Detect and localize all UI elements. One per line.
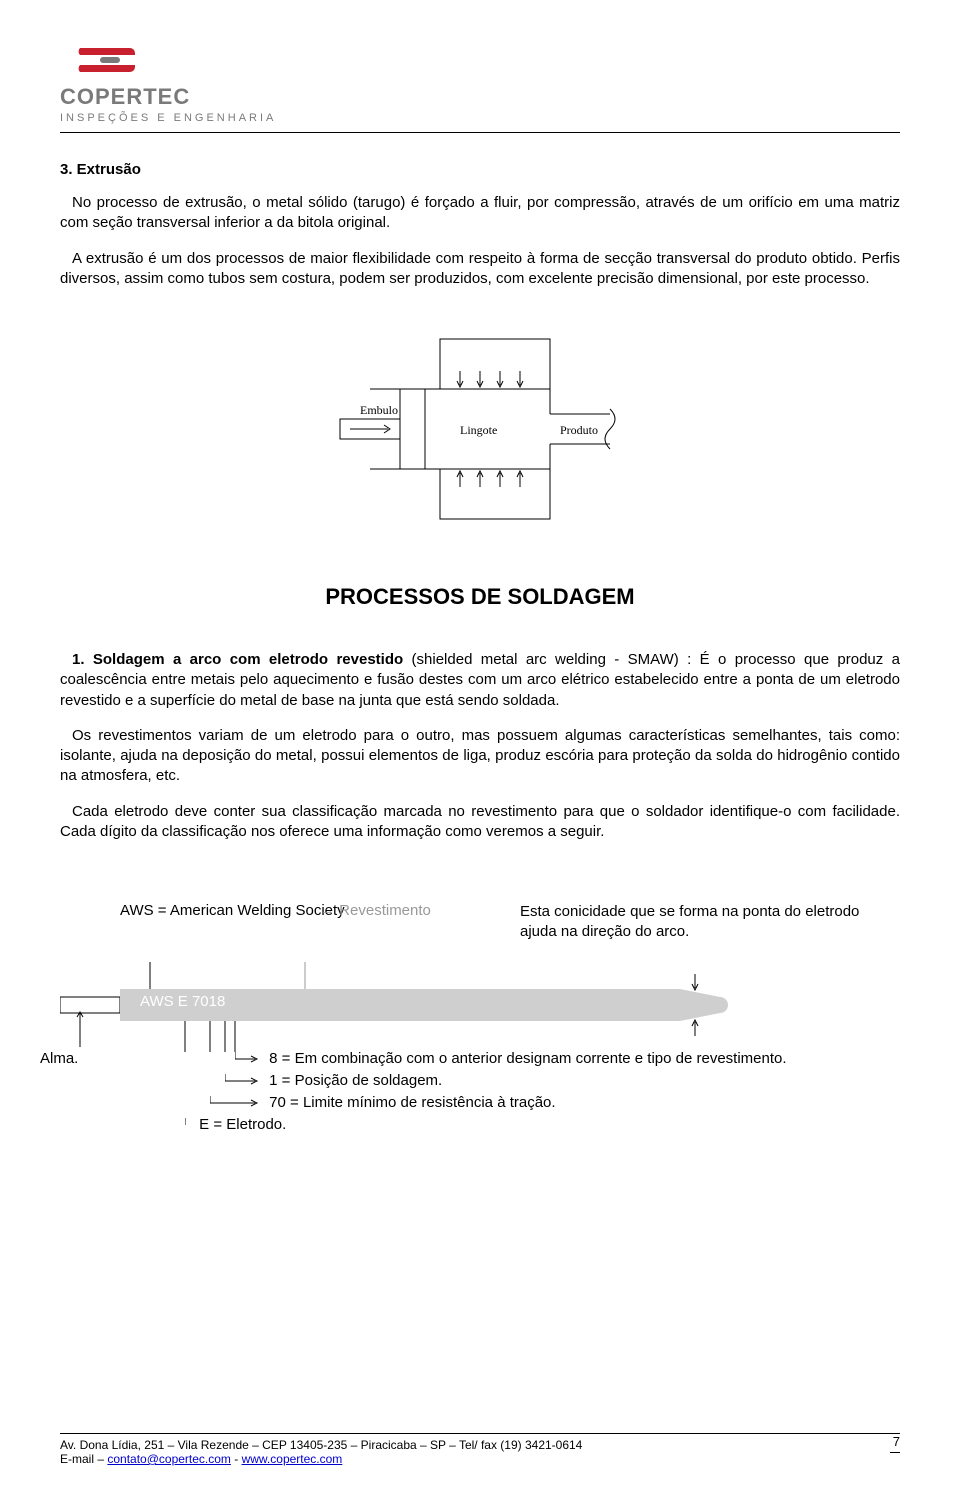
section-1b-p3: Cada eletrodo deve conter sua classifica… (60, 802, 900, 843)
logo-icon (60, 40, 180, 80)
company-name: COPERTEC (60, 84, 190, 110)
logo-area: COPERTEC INSPEÇÕES E ENGENHARIA (60, 40, 900, 124)
section-1b-p2: Os revestimentos variam de um eletrodo p… (60, 726, 900, 787)
electrode-diagram: AWS = American Welding Society Esta coni… (60, 902, 900, 1172)
page-number-underline (890, 1452, 900, 1453)
label-lingote: Lingote (460, 423, 497, 437)
section-1b-p1: 1. Soldagem a arco com eletrodo revestid… (60, 650, 900, 711)
section-1b-lead: 1. Soldagem a arco com eletrodo revestid… (72, 651, 403, 668)
footer-line2: E-mail – contato@copertec.com - www.cope… (60, 1452, 900, 1466)
page-number: 7 (893, 1434, 900, 1449)
extrusion-diagram: Embulo Lingote Produto (60, 329, 900, 534)
main-title: PROCESSOS DE SOLDAGEM (60, 584, 900, 610)
footer-email-link[interactable]: contato@copertec.com (107, 1452, 231, 1466)
conicity-label: Esta conicidade que se forma na ponta do… (520, 902, 870, 941)
digit-70: 70 = Limite mínimo de resistência à traç… (269, 1094, 555, 1111)
digit-8: 8 = Em combinação com o anterior designa… (269, 1050, 786, 1067)
footer-rule (60, 1433, 900, 1434)
section-3-p1: No processo de extrusão, o metal sólido … (60, 193, 900, 234)
footer-line1: Av. Dona Lídia, 251 – Vila Rezende – CEP… (60, 1438, 900, 1452)
digit-e: E = Eletrodo. (199, 1116, 286, 1133)
label-embulo: Embulo (360, 403, 398, 417)
electrode-code: AWS E 7018 (140, 993, 225, 1010)
company-tagline: INSPEÇÕES E ENGENHARIA (60, 112, 276, 124)
aws-label: AWS = American Welding Society (120, 902, 345, 919)
section-3-title: 3. Extrusão (60, 161, 900, 178)
revestimento-label: Revestimento (339, 902, 431, 919)
section-3-p2: A extrusão é um dos processos de maior f… (60, 249, 900, 290)
footer-url-link[interactable]: www.copertec.com (242, 1452, 343, 1466)
page-header: COPERTEC INSPEÇÕES E ENGENHARIA (60, 40, 900, 124)
page-footer: Av. Dona Lídia, 251 – Vila Rezende – CEP… (60, 1433, 900, 1466)
alma-label: Alma. (40, 1050, 78, 1067)
header-rule (60, 132, 900, 133)
digit-1: 1 = Posição de soldagem. (269, 1072, 442, 1089)
label-produto: Produto (560, 423, 598, 437)
